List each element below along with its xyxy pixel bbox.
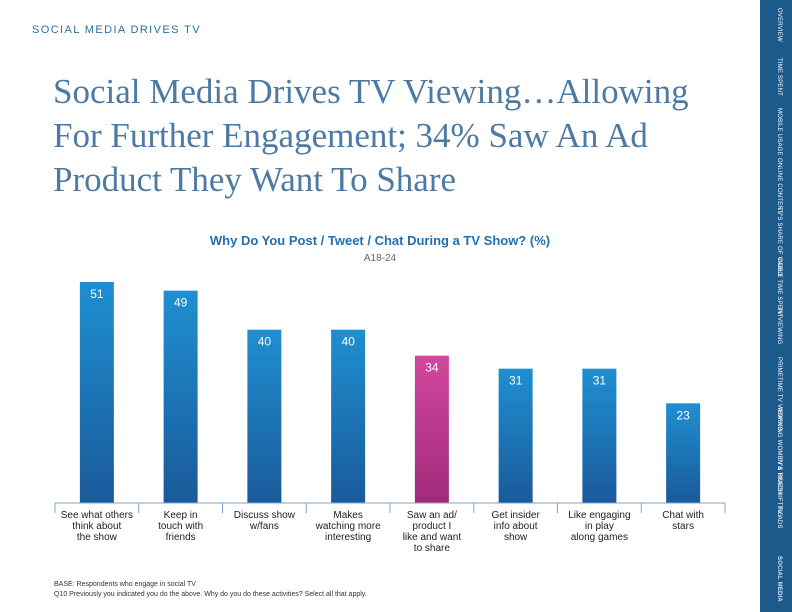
bar-value-label: 40 (341, 335, 355, 349)
sidebar-item-tv-s-reach[interactable]: TV'S REACH (776, 456, 782, 494)
sidebar-list: OVERVIEW TIME SPENT MOBILE USAGE ONLINE CON… (760, 0, 792, 612)
chart-subtitle: A18-24 (363, 253, 397, 264)
category-label: Makes watching more interesting (315, 510, 381, 543)
category-label: Keep in touch with friends (158, 510, 203, 543)
bar-value-label: 40 (258, 335, 272, 349)
bar-value-label: 23 (676, 408, 690, 422)
chart-title: Why Do You Post / Tweet / Chat During a … (209, 233, 551, 248)
bar-chart: 51 49 40 40 34 31 31 23 See what others think ab… (54, 282, 726, 554)
sidebar-item-time-spent[interactable]: TIME SPENT (776, 57, 782, 96)
sidebar-item-mobile-usage[interactable]: MOBILE USAGE (776, 107, 782, 156)
bar-4 (331, 329, 366, 503)
sidebar-item-online-content[interactable]: ONLINE CONTENT (776, 157, 782, 214)
bar-value-label: 31 (509, 374, 523, 388)
footnote-question: Q10 Previously you indicated you do the … (54, 591, 367, 598)
bar-value-label: 31 (593, 374, 607, 388)
bar-1 (79, 282, 114, 503)
category-label: Discuss show w/fans (234, 510, 296, 532)
sidebar-nav: OVERVIEW TIME SPENT MOBILE USAGE ONLINE CON… (760, 0, 792, 612)
bar-value-label: 49 (174, 296, 188, 310)
sidebar-item-working-women-timeshifting[interactable]: WORKING WOMEN & TIMESHIFTING (776, 406, 782, 517)
section-label: SOCIAL MEDIA DRIVES TV (32, 24, 201, 36)
bar-6 (498, 368, 533, 503)
sidebar-item-tv-viewing[interactable]: TV VIEWING (776, 307, 782, 345)
footnote-base: BASE: Respondents who engage in social T… (54, 581, 196, 588)
bar-2 (163, 290, 198, 503)
category-label: Chat with stars (662, 510, 704, 532)
sidebar-item-social-media[interactable]: SOCIAL MEDIA (776, 556, 782, 603)
bar-value-label: 51 (90, 287, 104, 301)
sidebar-item-primetime-tv-viewing[interactable]: PRIMETIME TV VIEWING (776, 356, 782, 432)
category-label: Like engaging in play along games (568, 510, 630, 543)
bar-5 (414, 355, 449, 503)
bar-8 (666, 403, 701, 503)
category-label: Get insider info about show (491, 510, 540, 543)
bar-value-label: 34 (425, 361, 439, 375)
sidebar-item-cable-time-spent[interactable]: CABLE TIME SPENT (776, 257, 782, 318)
category-label: See what others think about the show (61, 510, 133, 543)
sidebar-item-tv-s-share-of-video[interactable]: TV'S SHARE OF VIDEO (776, 207, 782, 277)
bar-3 (247, 329, 282, 503)
sidebar-item-tv-ads[interactable]: TV ADS (776, 506, 782, 529)
bar-7 (582, 368, 617, 503)
slide-title: Social Media Drives TV Viewing…Allowing … (53, 72, 689, 199)
sidebar-item-overview[interactable]: OVERVIEW (776, 8, 782, 42)
